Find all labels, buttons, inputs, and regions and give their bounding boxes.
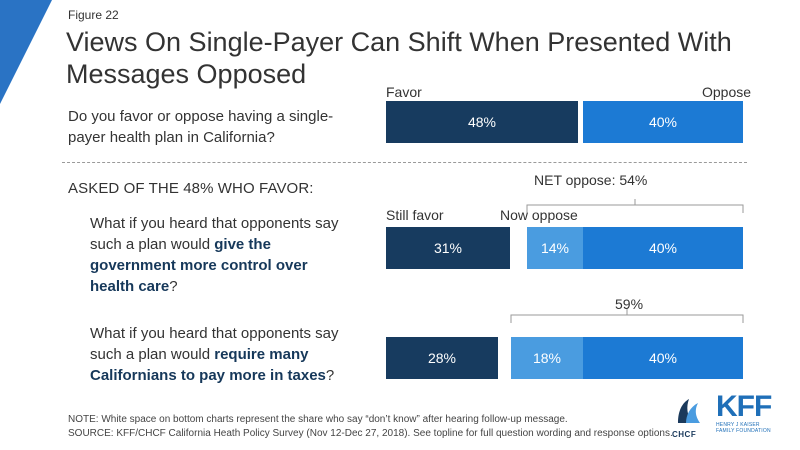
bar-row2-oppose xyxy=(583,227,743,269)
net-oppose-label-q2: NET oppose: 54% xyxy=(534,172,648,188)
question-2-prefix: What if you heard that opponents say suc… xyxy=(90,215,339,253)
value-label-row2-oppose: 40% xyxy=(649,240,677,256)
source-text: SOURCE: KFF/CHCF California Heath Policy… xyxy=(68,428,673,439)
question-3-text: What if you heard that opponents say suc… xyxy=(90,323,340,386)
question-3-suffix: ? xyxy=(325,367,335,384)
bar-row1-favor xyxy=(386,101,578,143)
bar-row3-still-favor xyxy=(386,337,498,379)
question-2-suffix: ? xyxy=(169,278,178,295)
kff-logo-text: KFF xyxy=(716,390,772,423)
note-text: NOTE: White space on bottom charts repre… xyxy=(68,414,568,425)
now-oppose-label: Now oppose xyxy=(500,207,578,223)
bar-row2-now-oppose xyxy=(527,227,583,269)
chcf-logo-text: CHCF xyxy=(672,430,697,439)
bar-row1-oppose xyxy=(583,101,743,143)
bar-row2-still-favor xyxy=(386,227,510,269)
net-oppose-bracket-row3 xyxy=(510,309,744,323)
value-label-row3-oppose: 40% xyxy=(649,350,677,366)
chcf-logo-mark xyxy=(678,399,700,423)
bar-row3-oppose xyxy=(583,337,743,379)
kff-logo-sub-2: FAMILY FOUNDATION xyxy=(716,428,771,434)
section-divider xyxy=(62,162,747,163)
value-label-row3-favor: 28% xyxy=(428,350,456,366)
oppose-label: Oppose xyxy=(702,84,752,100)
bar-row3-now-oppose xyxy=(511,337,583,379)
still-favor-label: Still favor xyxy=(386,207,444,223)
question-3-emphasis: require many Californians to pay more in… xyxy=(90,346,326,384)
footnote: NOTE: White space on bottom charts repre… xyxy=(68,413,673,441)
net-oppose-bracket-row2 xyxy=(526,199,744,213)
value-label-row2-now-oppose: 14% xyxy=(541,240,569,256)
asked-of-favor-label: ASKED OF THE 48% WHO FAVOR: xyxy=(68,180,314,197)
value-label-row1-favor: 48% xyxy=(468,114,496,130)
favor-label: Favor xyxy=(386,84,422,100)
chart-title: Views On Single-Payer Can Shift When Pre… xyxy=(66,27,732,89)
question-2-emphasis: give the government more control over he… xyxy=(90,236,308,295)
figure-label: Figure 22 xyxy=(68,8,119,22)
question-2-text: What if you heard that opponents say suc… xyxy=(90,213,340,297)
question-1-text: Do you favor or oppose having a single-p… xyxy=(68,108,334,146)
net-oppose-label-q3: 59% xyxy=(615,296,644,312)
value-label-row2-favor: 31% xyxy=(434,240,462,256)
question-3-prefix: What if you heard that opponents say suc… xyxy=(90,325,339,363)
value-label-row3-now-oppose: 18% xyxy=(533,350,561,366)
kff-logo: KFF HENRY J KAISER FAMILY FOUNDATION xyxy=(716,390,772,435)
corner-accent-shape xyxy=(0,0,52,104)
value-label-row1-oppose: 40% xyxy=(649,114,677,130)
chcf-logo: CHCF xyxy=(672,393,706,439)
kff-logo-sub-1: HENRY J KAISER xyxy=(716,422,760,428)
